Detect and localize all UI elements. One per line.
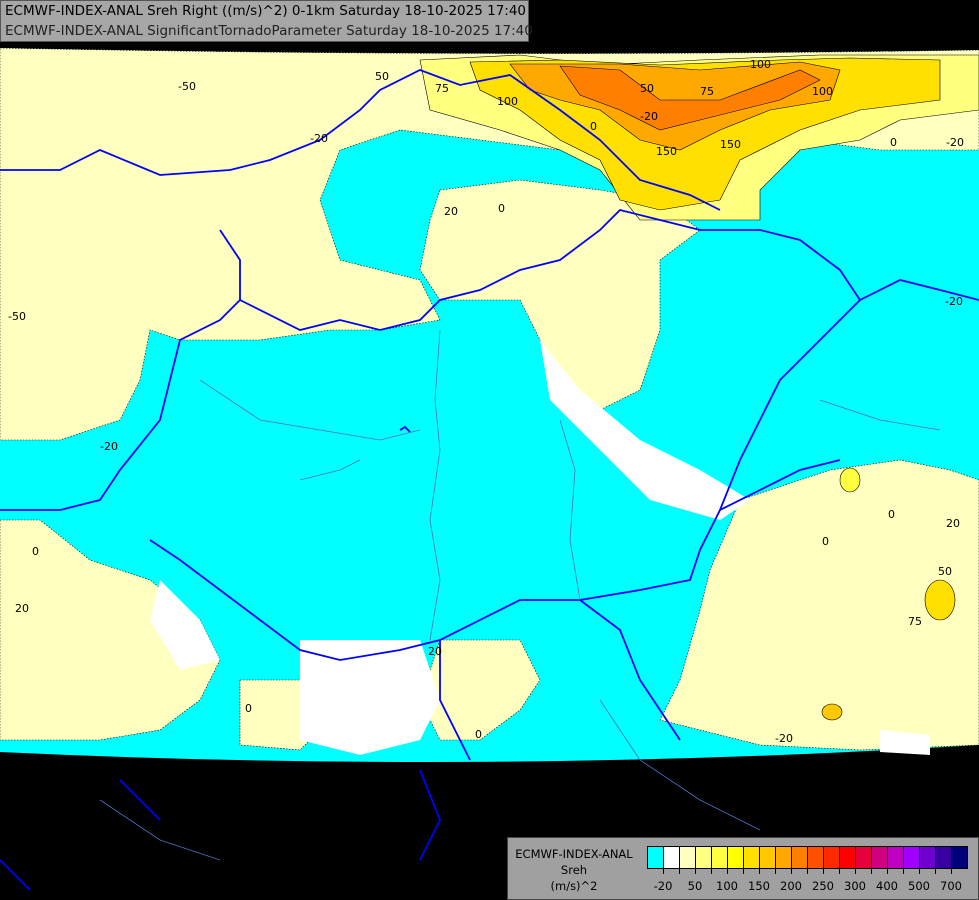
legend-label: 250 xyxy=(812,879,834,893)
legend-color-box xyxy=(808,847,824,868)
contour-label: 150 xyxy=(656,145,677,158)
legend-tick xyxy=(775,869,776,874)
legend-color-box xyxy=(888,847,904,868)
legend-color-box xyxy=(664,847,680,868)
legend-labels: -20 50 100 150 200 250 300 400 500 700 xyxy=(647,869,969,893)
legend-model: ECMWF-INDEX-ANAL xyxy=(515,847,633,861)
legend-color-box xyxy=(776,847,792,868)
contour-label: 100 xyxy=(750,58,771,71)
contour-label: 0 xyxy=(590,120,597,133)
legend-label: 700 xyxy=(940,879,962,893)
color-legend: ECMWF-INDEX-ANAL Sreh (m/s)^2 -20 50 100 15… xyxy=(507,837,979,900)
legend-color-box xyxy=(872,847,888,868)
legend-color-box xyxy=(904,847,920,868)
legend-variable: Sreh xyxy=(560,863,588,877)
legend-color-box xyxy=(856,847,872,868)
contour-label: -50 xyxy=(178,80,196,93)
contour-label: -20 xyxy=(100,440,118,453)
title-line-1: ECMWF-INDEX-ANAL Sreh Right ((m/s)^2) 0-… xyxy=(5,3,527,19)
contour-label: 150 xyxy=(720,138,741,151)
contour-label: 0 xyxy=(32,545,39,558)
legend-tick xyxy=(887,869,888,874)
legend-tick xyxy=(791,869,792,874)
country-borders xyxy=(0,69,979,891)
legend-label: -20 xyxy=(653,879,673,893)
rivers xyxy=(99,329,941,861)
legend-label: 300 xyxy=(844,879,866,893)
legend-tick xyxy=(743,869,744,874)
legend-label: 400 xyxy=(876,879,898,893)
legend-tick xyxy=(951,869,952,874)
contour-label: 50 xyxy=(375,70,389,83)
legend-color-box xyxy=(648,847,664,868)
contour-label: 20 xyxy=(946,517,960,530)
legend-color-box xyxy=(792,847,808,868)
contour-label: 50 xyxy=(938,565,952,578)
legend-unit: (m/s)^2 xyxy=(550,879,598,893)
contour-label: 75 xyxy=(435,82,449,95)
legend-color-box xyxy=(760,847,776,868)
legend-tick xyxy=(711,869,712,874)
contour-label: 0 xyxy=(245,702,252,715)
sreh-field-high xyxy=(419,54,979,721)
legend-color-box xyxy=(920,847,936,868)
legend-label: 50 xyxy=(687,879,703,893)
contour-label: -50 xyxy=(8,310,26,323)
legend-color-box xyxy=(712,847,728,868)
legend-color-box xyxy=(840,847,856,868)
legend-tick xyxy=(663,869,664,874)
legend-color-box xyxy=(952,847,967,868)
contour-label: 0 xyxy=(888,508,895,521)
legend-tick xyxy=(759,869,760,874)
legend-tick xyxy=(855,869,856,874)
contour-label: -20 xyxy=(640,110,658,123)
legend-tick xyxy=(903,869,904,874)
legend-tick xyxy=(679,869,680,874)
legend-tick xyxy=(871,869,872,874)
contour-labels: -50 50 75 100 -20 20 0 -20 100 50 75 150… xyxy=(8,58,964,745)
legend-tick xyxy=(823,869,824,874)
contour-label: 20 xyxy=(444,205,458,218)
contour-label: -20 xyxy=(946,136,964,149)
legend-color-box xyxy=(680,847,696,868)
contour-label: 100 xyxy=(497,95,518,108)
legend-label: 500 xyxy=(908,879,930,893)
sreh-field-white xyxy=(150,340,930,755)
contour-label: 0 xyxy=(890,136,897,149)
legend-tick xyxy=(695,869,696,874)
legend-color-scale xyxy=(647,846,968,869)
legend-tick xyxy=(839,869,840,874)
legend-label: 100 xyxy=(716,879,738,893)
legend-color-box xyxy=(936,847,952,868)
legend-color-box xyxy=(744,847,760,868)
contour-label: 100 xyxy=(812,85,833,98)
legend-label: 200 xyxy=(780,879,802,893)
contour-label: 0 xyxy=(822,535,829,548)
contour-label: -20 xyxy=(310,132,328,145)
contour-label: 20 xyxy=(15,602,29,615)
contour-label: 0 xyxy=(475,728,482,741)
contour-label: 50 xyxy=(640,82,654,95)
contour-label: -20 xyxy=(945,295,963,308)
legend-tick xyxy=(807,869,808,874)
legend-tick xyxy=(919,869,920,874)
contour-label: 0 xyxy=(498,202,505,215)
legend-label: 150 xyxy=(748,879,770,893)
legend-title: ECMWF-INDEX-ANAL Sreh (m/s)^2 xyxy=(508,846,640,894)
title-line-2: ECMWF-INDEX-ANAL SignificantTornadoParam… xyxy=(5,23,533,39)
legend-tick xyxy=(935,869,936,874)
contour-label: 20 xyxy=(428,645,442,658)
contour-label: 75 xyxy=(908,615,922,628)
legend-color-box xyxy=(824,847,840,868)
legend-color-box xyxy=(696,847,712,868)
map-header: ECMWF-INDEX-ANAL Sreh Right ((m/s)^2) 0-… xyxy=(0,0,533,42)
legend-color-box xyxy=(728,847,744,868)
legend-tick xyxy=(727,869,728,874)
contour-label: -20 xyxy=(775,732,793,745)
contour-label: 75 xyxy=(700,85,714,98)
